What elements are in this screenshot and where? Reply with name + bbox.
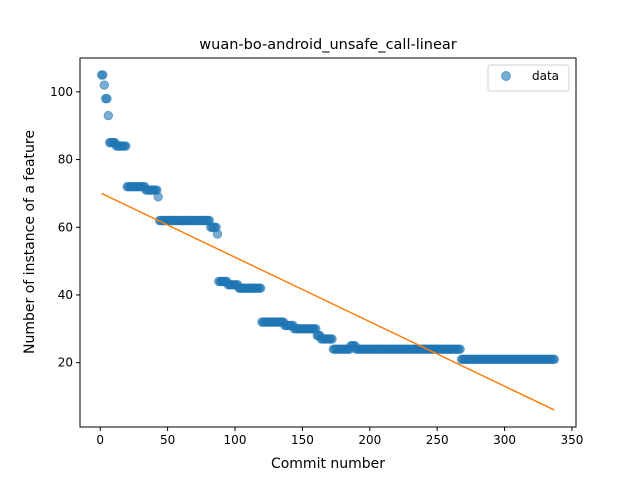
data-point xyxy=(98,70,108,80)
y-tick-label: 20 xyxy=(58,356,73,370)
x-tick-label: 50 xyxy=(160,433,175,447)
legend-label-data: data xyxy=(532,69,559,83)
x-tick-label: 100 xyxy=(224,433,247,447)
x-tick-label: 350 xyxy=(561,433,584,447)
chart-title: wuan-bo-android_unsafe_call-linear xyxy=(199,37,457,53)
fit-line xyxy=(101,192,555,411)
x-tick-label: 200 xyxy=(358,433,381,447)
data-point xyxy=(549,354,560,364)
data-points xyxy=(96,70,560,364)
x-axis-label: Commit number xyxy=(271,456,385,472)
data-point xyxy=(103,110,114,121)
data-point xyxy=(99,80,109,90)
y-tick-label: 40 xyxy=(58,288,73,302)
y-axis-label: Number of instance of a feature xyxy=(22,130,38,354)
legend-marker-data xyxy=(501,71,511,81)
y-axis-ticks: 20 40 60 80 100 xyxy=(50,85,80,370)
data-point xyxy=(212,229,223,239)
x-tick-label: 250 xyxy=(426,433,449,447)
y-tick-label: 80 xyxy=(58,153,73,167)
legend-box xyxy=(487,64,570,92)
plot-frame xyxy=(79,57,577,428)
data-point xyxy=(255,283,266,293)
x-tick-label: 150 xyxy=(291,433,314,447)
y-tick-label: 100 xyxy=(50,85,73,99)
data-point xyxy=(327,334,337,344)
data-point xyxy=(121,141,131,151)
data-point xyxy=(455,344,465,354)
legend: data xyxy=(487,64,570,92)
y-tick-label: 60 xyxy=(58,220,73,234)
x-tick-label: 0 xyxy=(96,433,104,447)
data-point xyxy=(102,93,112,104)
x-axis-ticks: 0 50 100 150 200 250 300 350 xyxy=(96,427,583,447)
fit-line-group xyxy=(101,192,555,411)
data-point xyxy=(153,192,163,202)
x-tick-label: 300 xyxy=(493,433,516,447)
